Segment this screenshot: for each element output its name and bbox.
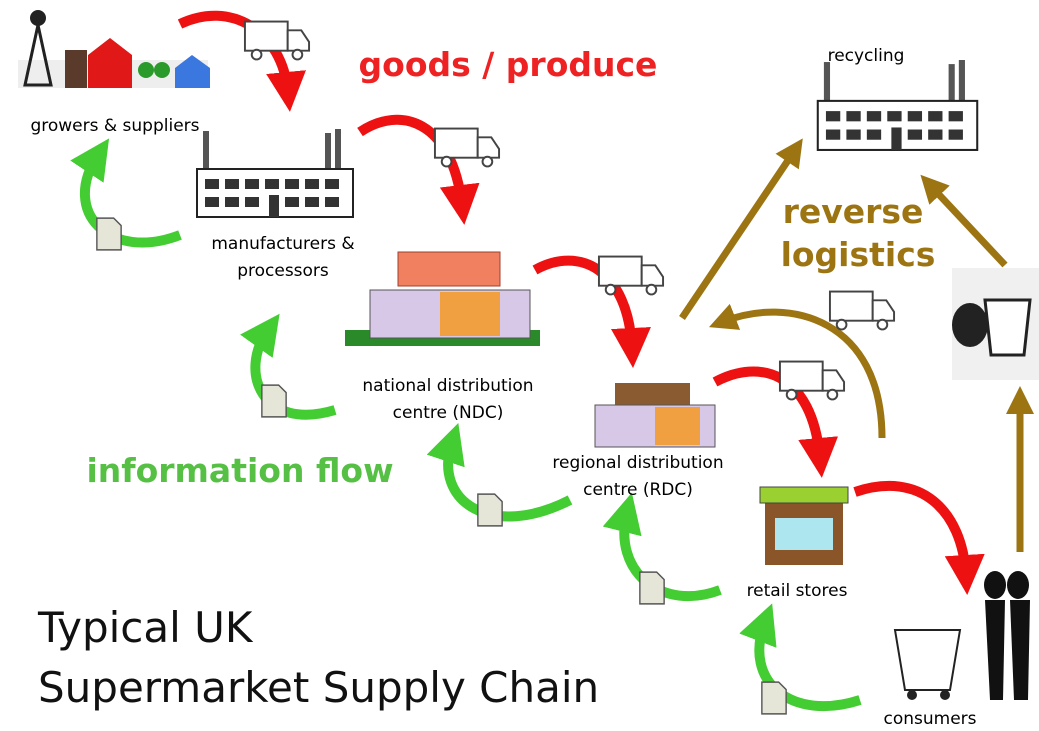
- node-label: consumers: [883, 709, 976, 729]
- retail-store-icon: [760, 487, 848, 565]
- node-label: growers & suppliers: [30, 116, 199, 136]
- title-line: Supermarket Supply Chain: [38, 663, 599, 712]
- supply-chain-diagram: goods / produce information flow reverse…: [0, 0, 1039, 731]
- trash-bin-icon: [952, 268, 1039, 380]
- recycling-factory: [818, 60, 977, 150]
- node-label: retail stores: [747, 581, 848, 601]
- ndc-building: [345, 252, 540, 346]
- node-label: national distribution: [362, 376, 533, 396]
- information-label: information flow: [86, 451, 393, 490]
- node-label: centre (NDC): [393, 403, 504, 423]
- title-line: Typical UK: [37, 603, 254, 652]
- manufacturer-factory: [197, 129, 353, 217]
- consumers-icon: [895, 571, 1030, 700]
- reverse-label: logistics: [781, 235, 936, 274]
- goods-label: goods / produce: [359, 45, 658, 84]
- node-label: processors: [237, 261, 329, 281]
- node-label: regional distribution: [552, 453, 723, 473]
- node-label: manufacturers &: [211, 234, 354, 254]
- node-label: recycling: [828, 46, 905, 66]
- rdc-building: [595, 383, 715, 447]
- reverse-label: reverse: [783, 192, 924, 231]
- node-label: centre (RDC): [583, 480, 693, 500]
